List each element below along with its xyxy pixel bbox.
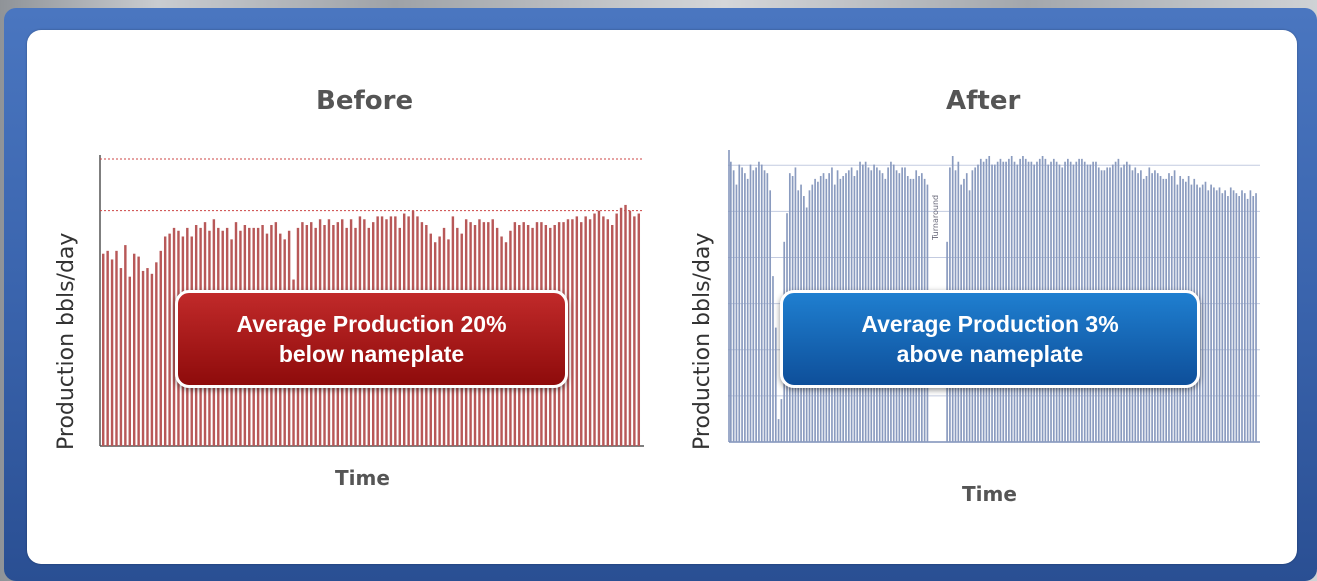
after-callout-line2: above nameplate bbox=[896, 341, 1084, 367]
before-bar bbox=[597, 210, 601, 446]
before-bar bbox=[137, 256, 140, 446]
before-bar bbox=[150, 273, 154, 446]
before-bar bbox=[102, 253, 105, 446]
after-callout-line1: Average Production 3% bbox=[861, 311, 1119, 337]
after-bar bbox=[1213, 187, 1215, 442]
before-bar bbox=[119, 268, 123, 446]
before-bar bbox=[611, 225, 614, 446]
after-bar bbox=[777, 419, 780, 442]
before-bar bbox=[624, 204, 627, 446]
before-bar bbox=[606, 219, 610, 446]
after-bar bbox=[774, 327, 777, 442]
before-bar bbox=[571, 219, 574, 446]
turnaround-label: Turnaround bbox=[931, 195, 940, 241]
before-bar bbox=[619, 207, 623, 446]
after-xlabel: Time bbox=[962, 482, 1017, 506]
before-bar bbox=[602, 216, 605, 446]
after-callout: Average Production 3% above nameplate bbox=[780, 290, 1200, 388]
after-bar bbox=[1218, 187, 1221, 442]
after-bar bbox=[1252, 196, 1255, 442]
before-bar bbox=[168, 233, 171, 446]
before-bar bbox=[159, 250, 162, 446]
after-bar bbox=[1227, 196, 1229, 442]
after-bar bbox=[1249, 190, 1252, 442]
after-bar bbox=[763, 170, 766, 443]
before-bar bbox=[593, 213, 596, 446]
after-bar bbox=[772, 276, 774, 442]
before-bar bbox=[124, 245, 127, 446]
before-title: Before bbox=[316, 86, 414, 116]
after-bar bbox=[1221, 193, 1224, 442]
after-bar bbox=[752, 170, 755, 443]
after-title: After bbox=[946, 86, 1021, 116]
after-ylabel: Production bbls/day bbox=[690, 232, 715, 450]
after-bar bbox=[1232, 190, 1235, 442]
after-bar bbox=[1207, 190, 1210, 442]
after-bar bbox=[769, 190, 772, 442]
after-bar bbox=[749, 164, 752, 442]
after-bar bbox=[1201, 184, 1204, 442]
after-bar bbox=[755, 167, 757, 442]
before-bar bbox=[115, 250, 118, 446]
before-bar bbox=[637, 213, 641, 446]
before-ylabel: Production bbls/day bbox=[54, 232, 79, 450]
before-bar bbox=[580, 222, 583, 446]
after-bar bbox=[738, 164, 741, 442]
after-bar bbox=[1204, 181, 1207, 443]
after-bar bbox=[1246, 198, 1249, 442]
after-bar bbox=[1235, 193, 1238, 442]
before-bar bbox=[155, 262, 158, 446]
before-callout-line2: below nameplate bbox=[278, 341, 465, 367]
after-bar bbox=[735, 184, 738, 442]
before-xlabel: Time bbox=[335, 466, 390, 490]
after-bar bbox=[746, 178, 749, 442]
before-bar bbox=[633, 216, 636, 446]
after-bar bbox=[1210, 184, 1212, 442]
after-bar bbox=[1229, 187, 1232, 442]
before-bar bbox=[575, 216, 579, 446]
before-bar bbox=[141, 270, 145, 446]
after-bar bbox=[1241, 190, 1243, 442]
after-bar bbox=[760, 164, 763, 442]
before-bar bbox=[172, 227, 176, 446]
after-bar bbox=[766, 173, 769, 442]
before-callout: Average Production 20% below nameplate bbox=[175, 290, 568, 388]
after-bar bbox=[732, 170, 735, 443]
after-bar bbox=[1238, 196, 1241, 442]
after-bar bbox=[1224, 190, 1226, 442]
after-bar bbox=[741, 167, 743, 442]
after-bar bbox=[1243, 193, 1246, 442]
before-bar bbox=[146, 268, 149, 446]
before-callout-line1: Average Production 20% bbox=[236, 311, 507, 337]
after-bar bbox=[1255, 193, 1257, 442]
before-bar bbox=[584, 216, 587, 446]
before-bar bbox=[615, 213, 618, 446]
before-bar bbox=[588, 219, 592, 446]
after-bar bbox=[744, 173, 746, 442]
before-bar bbox=[110, 259, 114, 446]
after-bar bbox=[1215, 190, 1218, 442]
before-bar bbox=[128, 276, 131, 446]
before-bar bbox=[106, 250, 109, 446]
before-bar bbox=[132, 253, 136, 446]
after-bar bbox=[730, 161, 732, 442]
after-bar bbox=[780, 399, 783, 442]
before-bar bbox=[628, 210, 632, 446]
before-bar bbox=[163, 236, 167, 446]
after-bar bbox=[758, 161, 760, 442]
